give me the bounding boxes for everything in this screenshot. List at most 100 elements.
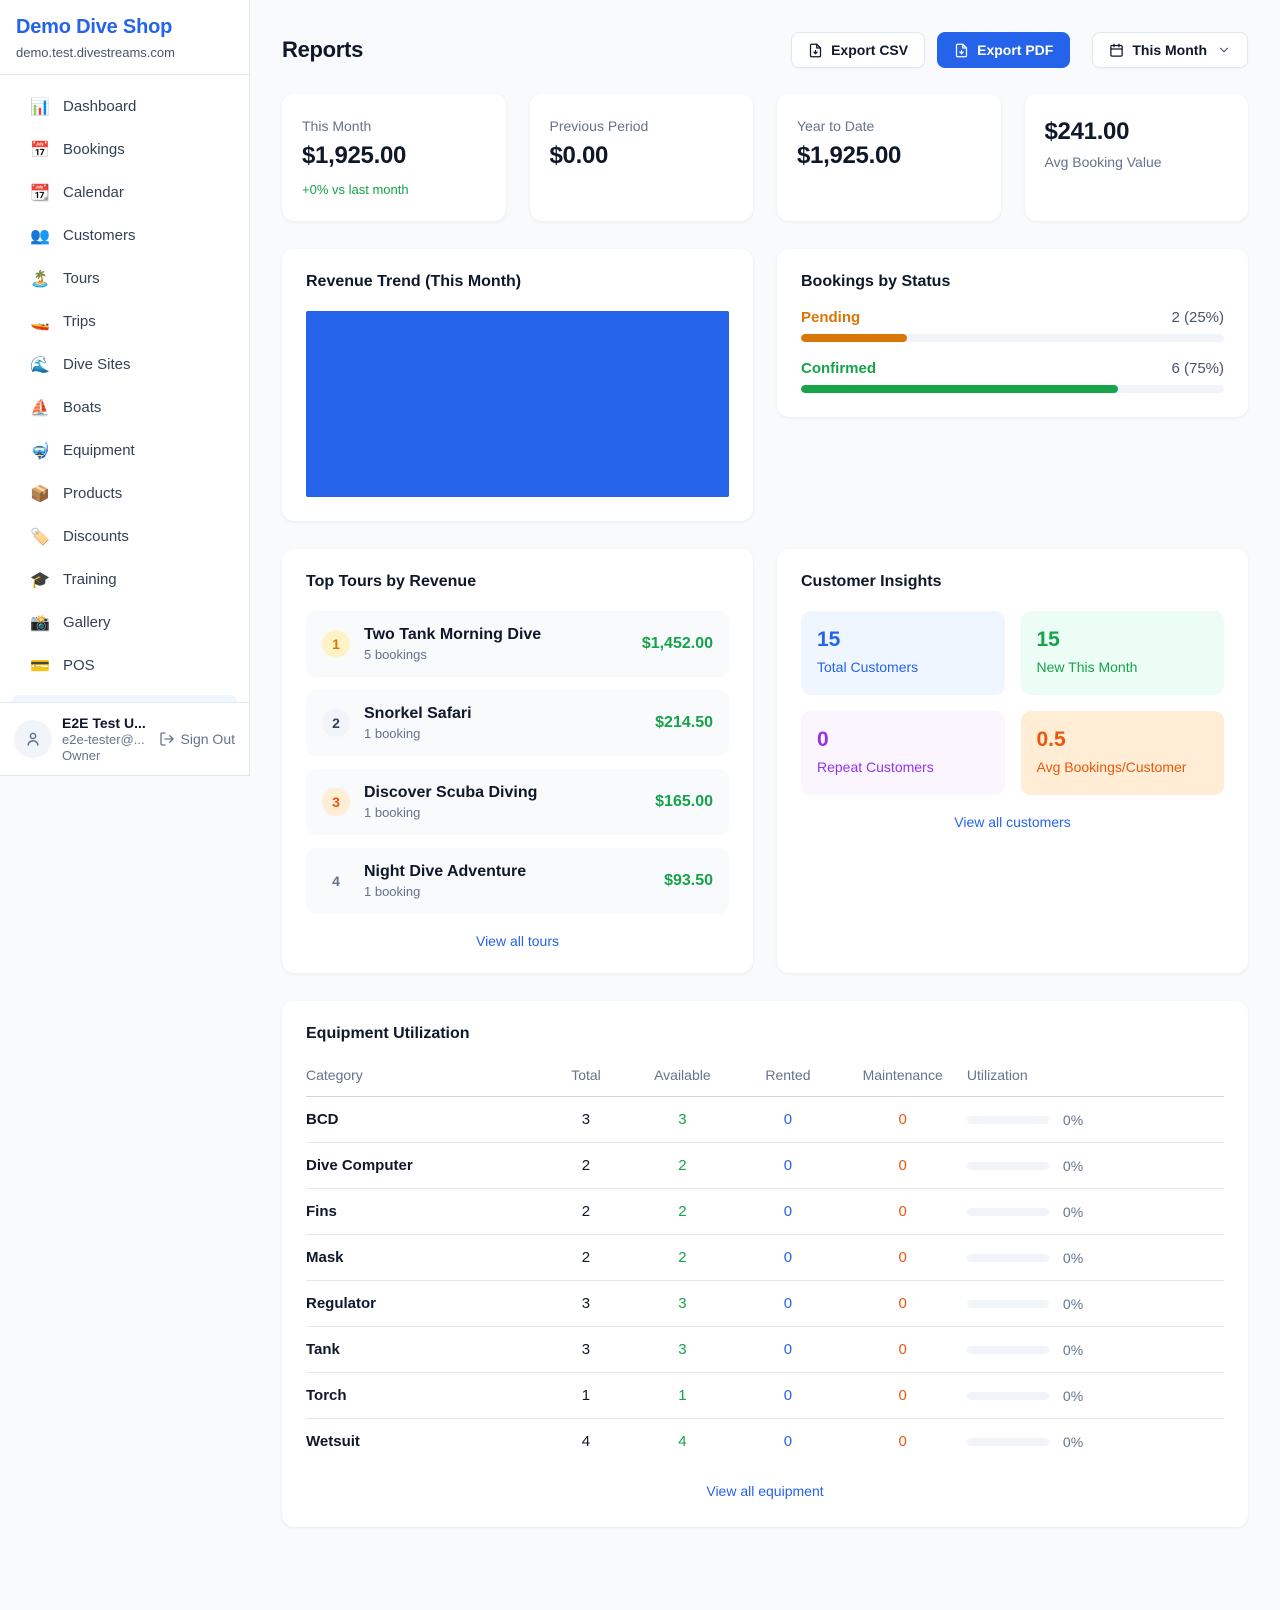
- utilization-percent: 0%: [1062, 1433, 1084, 1450]
- progress-fill-pending: [801, 334, 907, 342]
- export-pdf-button[interactable]: Export PDF: [937, 32, 1071, 68]
- sign-out-button[interactable]: Sign Out: [159, 731, 235, 747]
- sidebar-item-tours[interactable]: 🏝️ Tours: [0, 257, 249, 300]
- insight-tile-repeat-customers: 0 Repeat Customers: [801, 711, 1005, 795]
- view-all-equipment-link[interactable]: View all equipment: [706, 1483, 824, 1499]
- sidebar-item-label: Products: [63, 485, 123, 502]
- sidebar-item-gallery[interactable]: 📸 Gallery: [0, 601, 249, 644]
- tour-revenue: $93.50: [664, 872, 713, 889]
- tour-bookings: 5 bookings: [364, 647, 427, 662]
- stat-label: This Month: [302, 118, 372, 134]
- cell-available: 1: [627, 1372, 738, 1419]
- top-tours-card: Top Tours by Revenue 1 Two Tank Morning …: [282, 549, 753, 973]
- utilization-track: [966, 1161, 1049, 1170]
- tour-revenue: $1,452.00: [641, 635, 713, 652]
- tour-bookings: 1 booking: [364, 805, 421, 820]
- cell-category: Wetsuit: [306, 1433, 360, 1450]
- dashboard-icon: 📊: [30, 98, 50, 116]
- cell-rented: 0: [737, 1188, 839, 1235]
- utilization-track: [966, 1253, 1049, 1262]
- sidebar-item-calendar[interactable]: 📆 Calendar: [0, 171, 249, 214]
- sign-out-label: Sign Out: [180, 731, 235, 747]
- view-all-tours-link[interactable]: View all tours: [475, 933, 559, 949]
- table-row: Wetsuit 4 4 0 0 0%: [306, 1419, 1224, 1465]
- cell-utilization: 0%: [966, 1372, 1224, 1419]
- cell-category: Tank: [306, 1326, 545, 1373]
- sidebar-item-dive-sites[interactable]: 🌊 Dive Sites: [0, 343, 249, 386]
- stat-value: $1,925.00: [302, 142, 407, 169]
- customer-insights-card: Customer Insights 15 Total Customers 15 …: [777, 549, 1248, 973]
- status-row-confirmed: Confirmed 6 (75%): [801, 360, 1224, 393]
- table-row: Tank 3 3 0 0 0%: [306, 1326, 1224, 1373]
- tour-revenue: $165.00: [655, 793, 713, 810]
- sidebar-item-label: Dive Sites: [63, 356, 131, 373]
- cell-utilization: 0%: [966, 1234, 1224, 1281]
- cell-total: 4: [581, 1433, 591, 1450]
- header-actions: Export CSV Export PDF This Month: [791, 32, 1248, 68]
- bookings-by-status-card: Bookings by Status Pending 2 (25%) Confi…: [777, 249, 1248, 417]
- tour-row[interactable]: 2 Snorkel Safari 1 booking $214.50: [306, 690, 729, 756]
- top-tours-title: Top Tours by Revenue: [306, 573, 477, 590]
- utilization-percent: 0%: [1062, 1157, 1084, 1174]
- equipment-utilization-card: Equipment Utilization Category Total Ava…: [282, 1001, 1248, 1527]
- page-header: Reports Export CSV Export PDF This Month: [282, 32, 1248, 68]
- cell-utilization: 0%: [966, 1280, 1224, 1327]
- stat-value: $1,925.00: [797, 142, 902, 169]
- diving-mask-icon: 🤿: [30, 442, 50, 460]
- cell-utilization: 0%: [966, 1142, 1224, 1189]
- package-icon: 📦: [30, 485, 50, 503]
- sidebar-item-discounts[interactable]: 🏷️ Discounts: [0, 515, 249, 558]
- sidebar-item-equipment[interactable]: 🤿 Equipment: [0, 429, 249, 472]
- file-download-icon: [955, 43, 968, 57]
- file-download-icon: [809, 43, 822, 57]
- rank-badge: 2: [322, 709, 350, 737]
- utilization-track: [966, 1299, 1049, 1308]
- sidebar-active-item-partial[interactable]: [12, 695, 237, 702]
- tour-row[interactable]: 4 Night Dive Adventure 1 booking $93.50: [306, 848, 729, 914]
- shop-domain: demo.test.divestreams.com: [16, 45, 175, 60]
- cell-utilization: 0%: [966, 1326, 1224, 1373]
- cell-rented: 0: [737, 1234, 839, 1281]
- sidebar-item-boats[interactable]: ⛵ Boats: [0, 386, 249, 429]
- utilization-percent: 0%: [1062, 1249, 1084, 1266]
- cell-total: 2: [544, 1142, 628, 1189]
- insight-value: 15: [817, 628, 841, 651]
- cell-rented: 0: [737, 1372, 839, 1419]
- avatar: [14, 720, 52, 758]
- sidebar-item-label: Customers: [63, 227, 136, 244]
- utilization-track: [966, 1391, 1049, 1400]
- person-icon: [27, 732, 39, 746]
- cell-rented: 0: [737, 1142, 839, 1189]
- view-all-customers-link[interactable]: View all customers: [954, 814, 1071, 830]
- status-label: Confirmed: [801, 360, 876, 377]
- cell-available: 3: [627, 1326, 738, 1373]
- tour-row[interactable]: 3 Discover Scuba Diving 1 booking $165.0…: [306, 769, 729, 835]
- insight-value: 0.5: [1036, 728, 1066, 751]
- table-row: BCD 3 3 0 0 0%: [306, 1096, 1224, 1143]
- utilization-percent: 0%: [1062, 1387, 1084, 1404]
- utilization-percent: 0%: [1062, 1341, 1084, 1358]
- cell-utilization: 0%: [966, 1188, 1224, 1235]
- tour-bookings: 1 booking: [364, 884, 421, 899]
- export-csv-button[interactable]: Export CSV: [791, 32, 926, 68]
- sidebar-item-pos[interactable]: 💳 POS: [0, 644, 249, 687]
- cell-rented: 0: [783, 1433, 793, 1450]
- sidebar-item-dashboard[interactable]: 📊 Dashboard: [0, 85, 249, 128]
- sidebar-item-label: Trips: [63, 313, 96, 330]
- sidebar-item-bookings[interactable]: 📅 Bookings: [0, 128, 249, 171]
- rank-badge: 3: [322, 788, 350, 816]
- tour-list: 1 Two Tank Morning Dive 5 bookings $1,45…: [306, 611, 729, 914]
- sidebar-item-trips[interactable]: 🚤 Trips: [0, 300, 249, 343]
- sidebar-item-customers[interactable]: 👥 Customers: [0, 214, 249, 257]
- sidebar-item-products[interactable]: 📦 Products: [0, 472, 249, 515]
- column-header-utilization: Utilization: [966, 1057, 1224, 1097]
- period-selector-button[interactable]: This Month: [1092, 32, 1248, 68]
- status-row-pending: Pending 2 (25%): [801, 309, 1224, 342]
- sidebar-item-training[interactable]: 🎓 Training: [0, 558, 249, 601]
- user-name: E2E Test U...: [62, 715, 146, 731]
- camera-icon: 📸: [30, 614, 50, 632]
- charts-row: Revenue Trend (This Month) Bookings by S…: [282, 249, 1248, 521]
- tour-row[interactable]: 1 Two Tank Morning Dive 5 bookings $1,45…: [306, 611, 729, 677]
- cell-maintenance: 0: [838, 1234, 967, 1281]
- insight-tile-new-this-month: 15 New This Month: [1020, 611, 1224, 695]
